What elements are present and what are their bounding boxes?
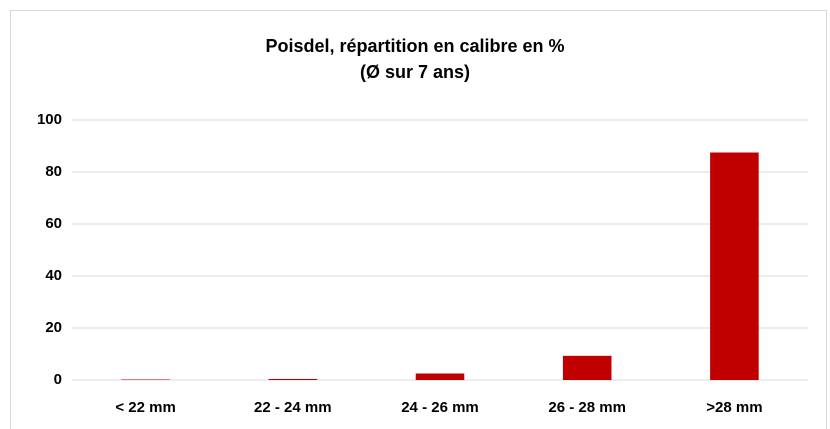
chart-frame [10,10,827,429]
y-tick-label: 80 [45,163,62,180]
bar [268,378,318,380]
x-tick-label: < 22 mm [115,399,175,416]
y-tick-label: 100 [37,111,62,128]
y-tick-label: 40 [45,267,62,284]
x-tick-label: 26 - 28 mm [548,399,626,416]
y-tick-label: 20 [45,319,62,336]
bar [415,373,465,380]
bar [710,152,759,380]
x-tick-label: 22 - 24 mm [254,399,332,416]
chart-subtitle: (Ø sur 7 ans) [360,62,470,82]
bar [121,379,170,380]
chart-title: Poisdel, répartition en calibre en % [265,36,564,56]
bar [562,355,612,380]
y-tick-label: 60 [45,215,62,232]
y-tick-label: 0 [54,371,62,388]
x-tick-label: >28 mm [706,399,762,416]
x-tick-label: 24 - 26 mm [401,399,479,416]
